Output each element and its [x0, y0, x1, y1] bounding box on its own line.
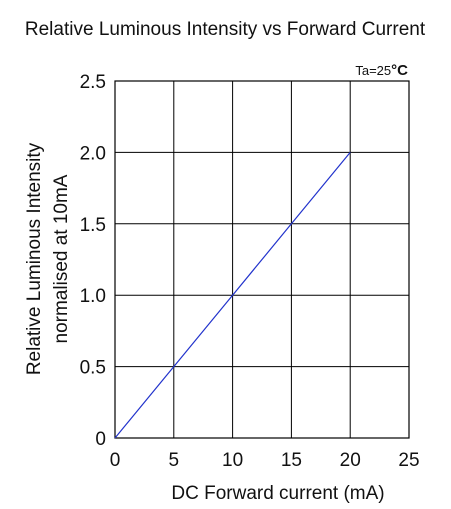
temperature-note: Ta=25°C: [355, 62, 408, 79]
y-tick-label: 0.5: [80, 358, 106, 379]
y-tick-label: 2.0: [80, 143, 106, 164]
series-layer: [114, 152, 351, 439]
x-tick-label: 5: [169, 450, 180, 471]
x-tick-label: 15: [281, 450, 302, 471]
y-tick-label: 1.0: [80, 286, 106, 307]
chart-title: Relative Luminous Intensity vs Forward C…: [25, 19, 426, 40]
temperature-note-prefix: Ta=25: [355, 63, 391, 78]
y-axis-label-line-1: Relative Luminous Intensity: [24, 142, 45, 375]
x-tick-label: 20: [340, 450, 361, 471]
x-tick-label: 10: [222, 450, 243, 471]
y-tick-label: 2.5: [80, 72, 106, 93]
y-tick-label: 0: [95, 429, 106, 450]
x-tick-labels: 0 5 10 15 20 25: [110, 450, 420, 471]
x-tick-label: 0: [110, 450, 121, 471]
grid: [115, 81, 409, 438]
y-tick-label: 1.5: [80, 215, 106, 236]
temperature-note-unit: °C: [391, 62, 408, 79]
plot-frame: [114, 80, 410, 439]
x-tick-label: 25: [398, 450, 419, 471]
y-axis-label-line-2: normalised at 10mA: [51, 174, 72, 343]
series-line: [114, 152, 351, 439]
y-tick-labels: 0 0.5 1.0 1.5 2.0 2.5: [80, 72, 106, 450]
y-axis-label: Relative Luminous Intensity normalised a…: [24, 142, 72, 375]
x-axis-label: DC Forward current (mA): [171, 483, 384, 504]
